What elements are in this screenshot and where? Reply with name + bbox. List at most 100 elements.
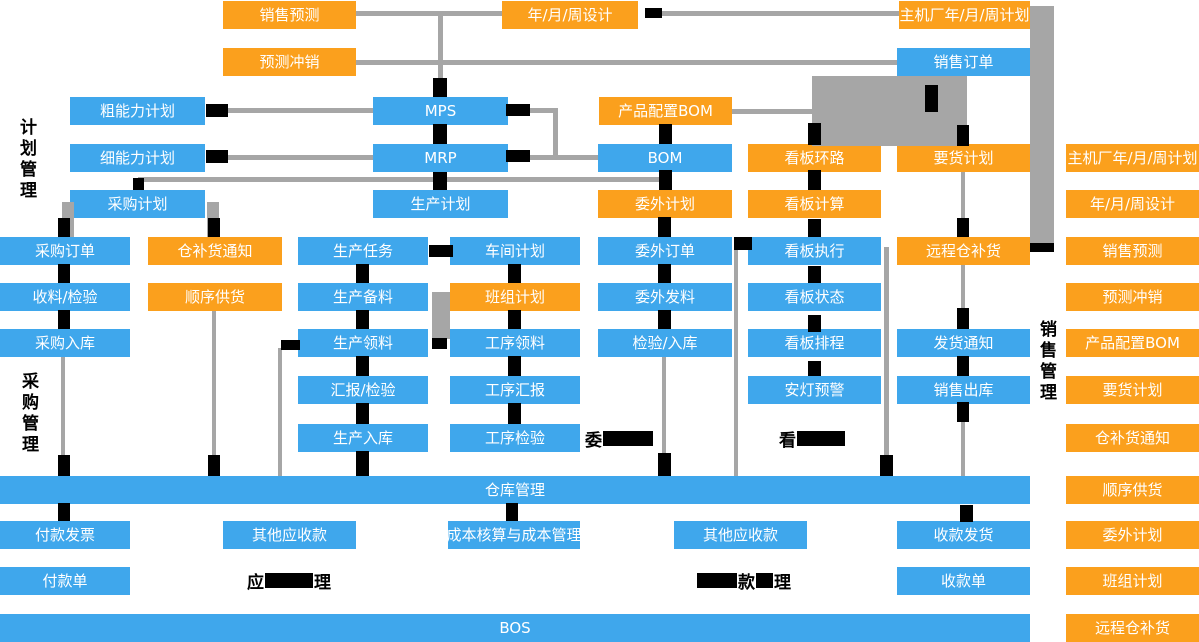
node-production-inbound: 生产入库 (298, 424, 428, 452)
connector-node-mark (659, 170, 672, 190)
connector-node-mark (58, 310, 70, 329)
connector-line (961, 172, 965, 218)
connector-node-mark (508, 310, 521, 329)
node-legend-sales-forecast: 销售预测 (1066, 237, 1199, 265)
node-shipping-notice: 发货通知 (897, 329, 1030, 357)
redaction-bar (797, 430, 845, 446)
connector-node-mark (506, 104, 530, 116)
connector-node-mark (433, 78, 447, 97)
node-kanban-status: 看板状态 (748, 283, 881, 311)
connector-node-mark (58, 264, 70, 283)
redacted-label-text: 委 (585, 430, 602, 451)
connector-node-mark (957, 125, 969, 146)
connector-node-mark (356, 264, 369, 283)
node-other-receivables-2: 其他应收款 (674, 521, 807, 549)
node-bos-bar: BOS (0, 614, 1030, 642)
connector-node-mark (808, 361, 821, 376)
connector-line (732, 109, 812, 114)
node-sales-forecast-top: 销售预测 (223, 1, 356, 29)
node-product-config-bom: 产品配置BOM (599, 97, 732, 125)
connector-node-mark (208, 218, 220, 237)
side-label-plan-management: 计划管理 (16, 118, 36, 202)
node-production-plan: 生产计划 (373, 190, 508, 218)
node-payment-invoice: 付款发票 (0, 521, 130, 549)
node-legend-delivery-request-plan: 要货计划 (1066, 376, 1199, 404)
node-kanban-scheduling: 看板排程 (748, 329, 881, 357)
node-forecast-offset-top: 预测冲销 (223, 48, 356, 76)
connector-node-mark (734, 237, 752, 250)
node-receipt-delivery: 收款发货 (897, 521, 1030, 549)
connector-node-mark (658, 217, 671, 237)
node-workshop-plan: 车间计划 (450, 237, 580, 265)
connector-node-mark (58, 218, 70, 237)
connector-node-mark (356, 356, 369, 376)
connector-node-mark (429, 245, 453, 257)
node-process-picking: 工序领料 (450, 329, 580, 357)
node-other-receivables-1: 其他应收款 (223, 521, 356, 549)
junction-block (812, 76, 967, 146)
redaction-bar (756, 572, 773, 588)
connector-line (228, 155, 373, 160)
connector-node-mark (808, 266, 821, 283)
connector-node-mark (433, 124, 447, 144)
connector-line (356, 60, 897, 65)
connector-node-mark (356, 310, 369, 329)
node-outsourcing-plan: 委外计划 (598, 190, 732, 218)
node-production-task: 生产任务 (298, 237, 428, 265)
connector-node-mark (808, 170, 821, 190)
node-kanban-calculation: 看板计算 (748, 190, 881, 218)
node-outsourcing-material-issue: 委外发料 (598, 283, 732, 311)
redacted-label-text: 理 (314, 572, 331, 593)
connector-node-mark (508, 264, 521, 283)
connector-line (61, 356, 65, 457)
connector-node-mark (58, 503, 70, 521)
receivables-management-label: 款理 (697, 567, 791, 593)
connector-node-mark (208, 455, 220, 476)
connector-line (212, 310, 216, 457)
node-receiving-inspection: 收料/检验 (0, 283, 130, 311)
node-production-material-prep: 生产备料 (298, 283, 428, 311)
connector-node-mark (356, 403, 369, 424)
redacted-label-text: 理 (774, 572, 791, 593)
node-production-picking: 生产领料 (298, 329, 428, 357)
node-process-inspection: 工序检验 (450, 424, 580, 452)
connector-node-mark (808, 315, 821, 332)
connector-node-mark (1030, 243, 1054, 252)
node-legend-sequence-supply: 顺序供货 (1066, 476, 1199, 504)
node-team-plan: 班组计划 (450, 283, 580, 311)
connector-line (884, 247, 889, 457)
node-sequence-supply: 顺序供货 (148, 283, 282, 311)
connector-bar (1030, 6, 1054, 246)
connector-node-mark (645, 8, 662, 18)
node-mrp: MRP (373, 144, 508, 172)
connector-line (356, 11, 502, 16)
node-purchase-plan: 采购计划 (70, 190, 205, 218)
connector-node-mark (58, 455, 70, 476)
node-oem-year-month-week-plan-top: 主机厂年/月/周计划 (899, 1, 1030, 29)
node-cost-accounting-management: 成本核算与成本管理 (447, 521, 582, 549)
connector-line (278, 348, 282, 477)
connector-node-mark (506, 150, 530, 162)
connector-node-mark (508, 356, 521, 376)
connector-node-mark (433, 172, 447, 190)
connector-node-mark (808, 219, 821, 237)
node-process-report: 工序汇报 (450, 376, 580, 404)
node-bom: BOM (598, 144, 732, 172)
redacted-label-text: 应 (247, 572, 264, 593)
node-report-inspection: 汇报/检验 (298, 376, 428, 404)
connector-node-mark (281, 340, 300, 350)
connector-node-mark (506, 503, 518, 521)
connector-line (961, 264, 965, 310)
connector-node-mark (658, 453, 671, 476)
node-legend-warehouse-replenish-notice: 仓补货通知 (1066, 424, 1199, 452)
connector-line (734, 249, 738, 477)
connector-line (138, 177, 665, 182)
connector-node-mark (133, 178, 144, 190)
node-mps: MPS (373, 97, 508, 125)
node-legend-year-month-week-design: 年/月/周设计 (1066, 190, 1199, 218)
node-delivery-request-plan: 要货计划 (897, 144, 1030, 172)
redacted-label-text: 款 (738, 572, 755, 593)
node-outsourcing-order: 委外订单 (598, 237, 732, 265)
redacted-label-text: 看 (779, 430, 796, 451)
